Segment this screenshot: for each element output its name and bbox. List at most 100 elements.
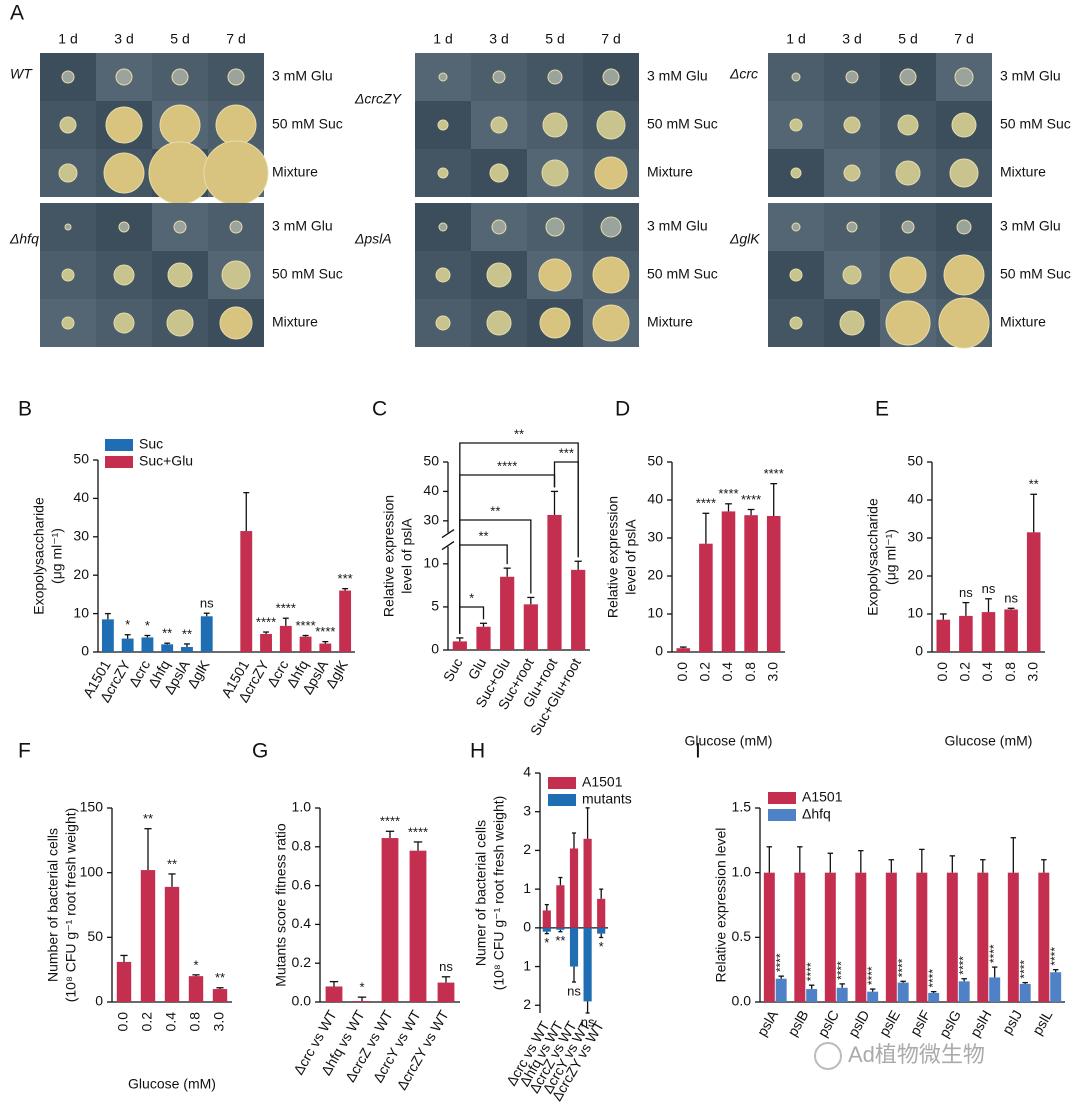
panel-letter: D	[615, 398, 630, 421]
x-tick-label: 0.4	[719, 662, 735, 682]
significance: ****	[1048, 947, 1062, 966]
bar	[319, 643, 332, 652]
colony	[159, 104, 201, 146]
bar	[200, 616, 213, 652]
bar	[959, 615, 973, 652]
legend-label: mutants	[582, 791, 632, 807]
bar	[542, 910, 551, 928]
bar	[141, 637, 154, 652]
bar	[161, 644, 174, 652]
comparison-label: *	[469, 590, 474, 605]
significance: ****	[696, 496, 716, 511]
significance: ****	[865, 966, 879, 985]
significance: ****	[256, 614, 276, 629]
significance: ****	[1017, 960, 1031, 979]
y-axis-label: Exopolysaccharide	[31, 497, 47, 615]
day-label: 7 d	[601, 31, 620, 47]
colony	[167, 262, 193, 288]
bar	[1004, 609, 1018, 652]
condition-label: 3 mM Glu	[647, 68, 708, 84]
panel-letter: F	[18, 740, 31, 763]
legend-swatch	[105, 456, 133, 468]
condition-label: 50 mM Suc	[1000, 266, 1071, 282]
bar	[721, 511, 736, 652]
y-axis-label: Exopolysaccharide	[865, 498, 881, 616]
x-tick-label: 0.2	[139, 1012, 155, 1032]
watermark: Ad植物微生物	[814, 1042, 985, 1070]
condition-label: 50 mM Suc	[647, 266, 718, 282]
comparison-label: ****	[497, 458, 517, 473]
colony	[61, 70, 75, 84]
colony	[956, 219, 972, 235]
significance: **	[182, 626, 192, 641]
condition-label: 50 mM Suc	[272, 266, 343, 282]
y-axis-label: (10⁸ CFU g⁻¹ root fresh weight)	[63, 808, 79, 1003]
condition-label: 3 mM Glu	[272, 68, 333, 84]
significance: ****	[926, 969, 940, 988]
x-tick-label: 0.0	[674, 662, 690, 682]
colony	[842, 265, 862, 285]
significance: ns	[982, 581, 996, 596]
y-axis-label: Relative expression	[381, 495, 397, 617]
colony	[899, 68, 917, 86]
condition-label: Mixture	[1000, 164, 1046, 180]
y-tick-label: 2	[523, 996, 531, 1012]
y-tick-label: 1.0	[732, 863, 752, 879]
y-axis-label: level of pslA	[399, 518, 415, 594]
comparison-label: ***	[559, 445, 574, 460]
comparison-label: **	[514, 426, 524, 441]
colony	[59, 116, 77, 134]
watermark-text: Ad植物微生物	[848, 1042, 985, 1067]
bar	[556, 927, 565, 930]
legend-swatch	[768, 809, 796, 821]
colony	[118, 221, 130, 233]
bar	[188, 976, 204, 1002]
bar	[569, 848, 579, 928]
colony	[545, 217, 565, 237]
significance: ****	[773, 953, 787, 972]
legend-swatch	[768, 792, 796, 804]
bar	[597, 927, 606, 934]
significance: *	[544, 935, 549, 950]
condition-label: 3 mM Glu	[1000, 68, 1061, 84]
significance: ns	[439, 959, 453, 974]
day-label: 5 d	[898, 31, 917, 47]
bar	[116, 961, 132, 1002]
colony	[490, 116, 508, 134]
colony	[789, 268, 803, 282]
y-tick-label: 30	[423, 512, 439, 528]
colony	[486, 310, 512, 336]
colony-photos: 3 mM Glu 50 mM Suc Mixture 1 d 3 d 5 d 7 d WT 3 …	[9, 31, 1071, 349]
legend-label: Suc+Glu	[139, 453, 193, 469]
y-tick-label: 30	[907, 529, 923, 545]
condition-label: Mixture	[1000, 314, 1046, 330]
bar	[299, 636, 312, 652]
y-tick-label: 4	[523, 764, 531, 780]
colony	[542, 112, 568, 138]
colony	[227, 68, 245, 86]
bar	[744, 515, 758, 652]
day-label: 5 d	[545, 31, 564, 47]
bar	[946, 872, 958, 1002]
colony	[843, 164, 861, 182]
day-label: 3 d	[842, 31, 861, 47]
y-tick-label: 20	[907, 567, 923, 583]
y-axis-label: Numer of bacterial cells	[473, 820, 489, 966]
panel-letter: E	[875, 398, 889, 421]
significance: ****	[718, 486, 738, 501]
y-tick-label: 40	[423, 482, 439, 498]
colony	[600, 216, 622, 238]
colony	[895, 160, 921, 186]
bar	[279, 625, 292, 652]
panel-letter: C	[372, 398, 387, 421]
strain-label: Δhfq	[9, 231, 39, 247]
y-tick-label: 10	[907, 605, 923, 621]
significance: ns	[567, 983, 581, 998]
y-tick-label: 0	[915, 643, 923, 659]
bar	[381, 838, 399, 1002]
day-label: 3 d	[489, 31, 508, 47]
colony	[219, 306, 253, 340]
legend-label: Δhfq	[802, 806, 831, 822]
colony	[437, 119, 449, 131]
